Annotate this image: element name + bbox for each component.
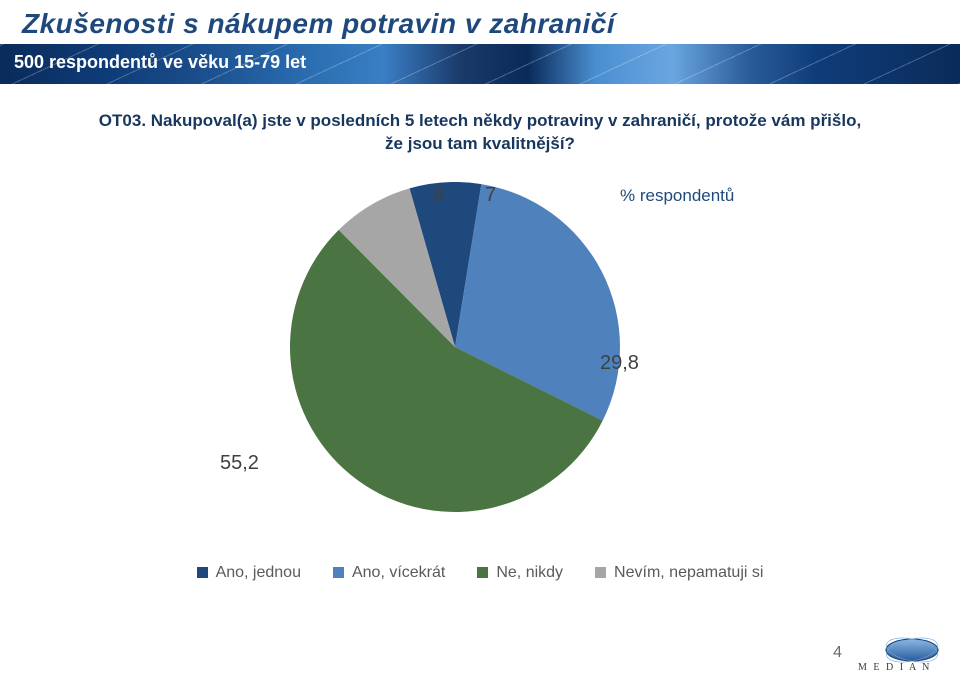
median-logo: M E D I A N [854, 630, 942, 674]
legend-swatch [333, 567, 344, 578]
pie-data-label: 7 [485, 184, 496, 207]
legend-label: Nevím, nepamatuji si [614, 564, 763, 582]
pie-data-label: 8 [433, 184, 444, 207]
legend-item: Ano, jednou [197, 564, 301, 582]
legend: Ano, jednou Ano, vícekrát Ne, nikdy Nevím, … [0, 564, 960, 582]
question-text: OT03. Nakupoval(a) jste v posledních 5 l… [90, 110, 870, 156]
page-title: Zkušenosti s nákupem potravin v zahranič… [0, 0, 960, 44]
respondents-label: % respondentů [620, 186, 734, 206]
subtitle-text: 500 respondentů ve věku 15-79 let [0, 44, 960, 73]
legend-item: Nevím, nepamatuji si [595, 564, 763, 582]
legend-swatch [595, 567, 606, 578]
legend-swatch [477, 567, 488, 578]
legend-swatch [197, 567, 208, 578]
legend-item: Ne, nikdy [477, 564, 563, 582]
page-number: 4 [833, 644, 842, 662]
pie-chart: % respondentů 7 29,8 55,2 8 [120, 174, 840, 554]
legend-label: Ne, nikdy [496, 564, 563, 582]
legend-label: Ano, jednou [216, 564, 301, 582]
legend-item: Ano, vícekrát [333, 564, 445, 582]
pie-data-label: 29,8 [600, 352, 639, 375]
legend-label: Ano, vícekrát [352, 564, 445, 582]
pie-svg [290, 182, 620, 512]
subtitle-bar: 500 respondentů ve věku 15-79 let [0, 44, 960, 84]
svg-text:M E D I A N: M E D I A N [858, 662, 931, 673]
pie-data-label: 55,2 [220, 452, 259, 475]
